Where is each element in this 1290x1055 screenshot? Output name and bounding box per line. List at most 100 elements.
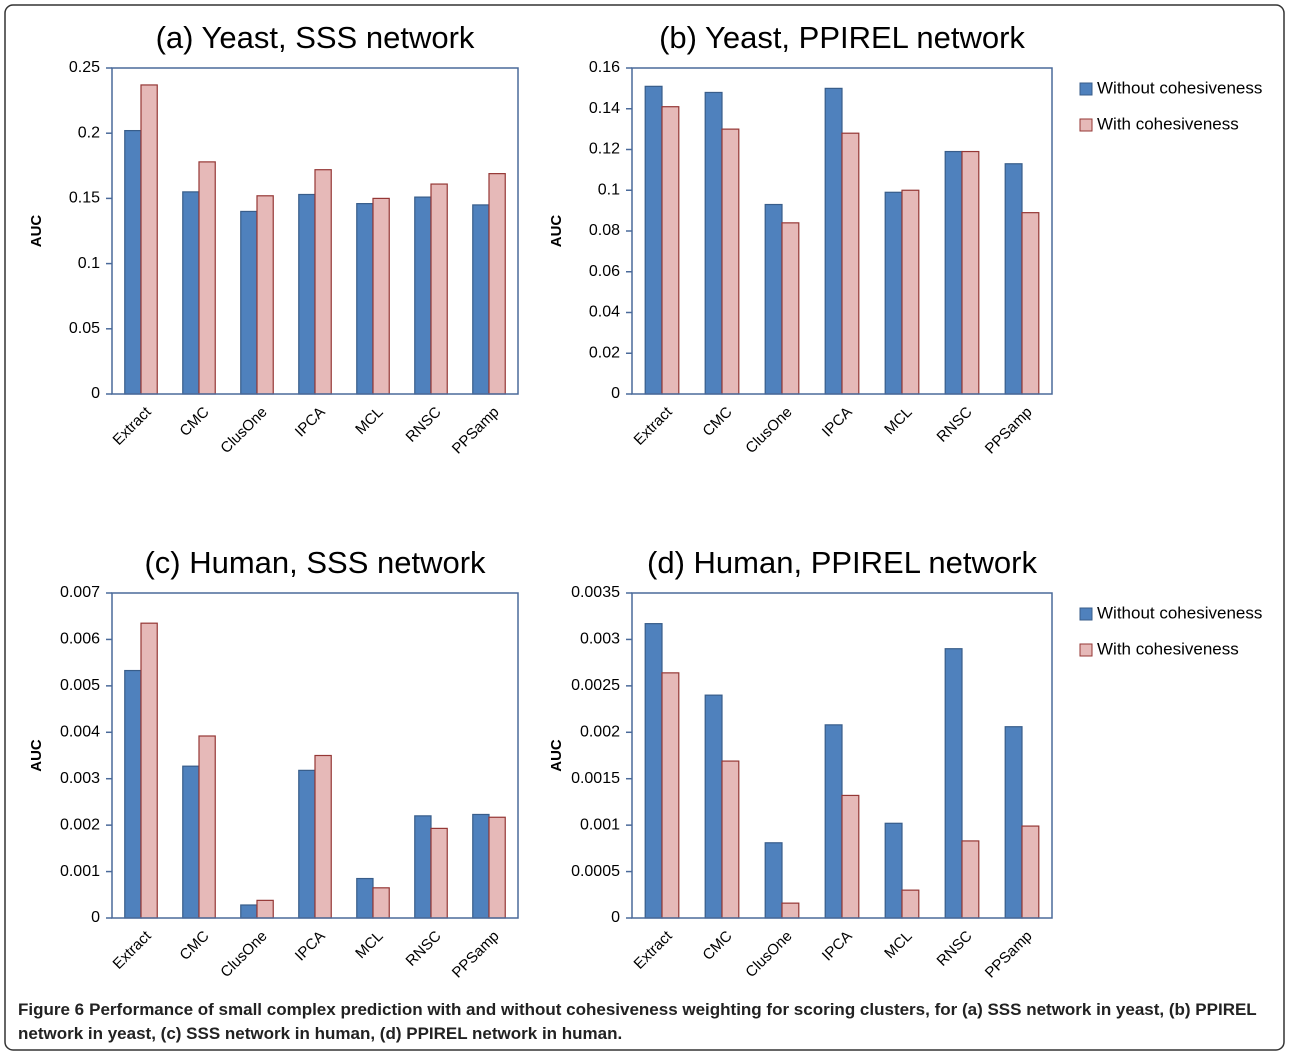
bar <box>314 754 332 919</box>
y-tick-label: 0.001 <box>580 816 620 833</box>
bar <box>721 128 740 395</box>
bar <box>1004 163 1023 395</box>
bar <box>721 760 740 919</box>
bar <box>240 210 258 395</box>
bar <box>661 672 680 919</box>
y-tick-label: 0.08 <box>589 222 620 239</box>
x-tick-label: RNSC <box>934 928 976 970</box>
x-tick-label: CMC <box>176 928 212 964</box>
bar <box>764 203 783 395</box>
caption-text: Performance of small complex prediction … <box>18 1000 1257 1043</box>
plot-frame <box>111 67 519 395</box>
caption: Figure 6 Performance of small complex pre… <box>18 998 1273 1046</box>
y-tick-label: 0 <box>91 385 100 402</box>
bar <box>182 191 200 395</box>
y-axis-label: AUC <box>548 215 565 248</box>
bar <box>1004 726 1023 919</box>
y-tick-label: 0.004 <box>60 724 100 741</box>
x-tick-label: CMC <box>699 928 735 964</box>
bar <box>944 150 963 395</box>
legend-swatch <box>1079 118 1093 132</box>
bar <box>764 842 783 919</box>
bar <box>901 189 920 395</box>
chart-title: (b) Yeast, PPIREL network <box>659 20 1025 55</box>
y-tick-label: 0.1 <box>598 181 620 198</box>
bar <box>661 106 680 395</box>
caption-label: Figure 6 <box>18 1000 85 1019</box>
bar <box>124 129 142 395</box>
bar <box>884 191 903 395</box>
bar <box>314 169 332 395</box>
bar <box>961 150 980 395</box>
y-tick-label: 0.2 <box>78 124 100 141</box>
legend-label: Without cohesiveness <box>1097 603 1262 622</box>
x-tick-label: IPCA <box>292 928 329 965</box>
y-axis-label: AUC <box>28 215 45 248</box>
x-tick-label: ClusOne <box>742 928 795 981</box>
y-axis-label: AUC <box>28 739 45 772</box>
x-tick-label: ClusOne <box>742 404 795 457</box>
x-tick-label: MCL <box>352 404 386 438</box>
bar <box>372 887 390 919</box>
y-tick-label: 0.14 <box>589 100 620 117</box>
bar <box>824 724 843 919</box>
bar <box>488 173 506 395</box>
bar <box>430 183 448 395</box>
bar <box>901 889 920 919</box>
y-tick-label: 0.003 <box>580 631 620 648</box>
x-tick-label: PPSamp <box>449 928 503 982</box>
chart-title: (d) Human, PPIREL network <box>647 545 1037 580</box>
bar <box>1021 212 1040 395</box>
bar <box>884 822 903 919</box>
x-tick-label: RNSC <box>403 928 445 970</box>
legend-swatch <box>1079 643 1093 657</box>
y-tick-label: 0.0025 <box>571 677 620 694</box>
bar <box>644 623 663 919</box>
bar <box>781 222 800 395</box>
bar <box>472 204 490 395</box>
bar <box>414 196 432 395</box>
bar <box>781 902 800 919</box>
bar <box>644 85 663 395</box>
x-tick-label: ClusOne <box>217 404 270 457</box>
chart-title: (c) Human, SSS network <box>144 545 486 580</box>
y-tick-label: 0.25 <box>69 59 100 76</box>
bar <box>124 669 142 919</box>
bar <box>356 877 374 919</box>
y-tick-label: 0 <box>611 909 620 926</box>
x-tick-label: ClusOne <box>217 928 270 981</box>
bar <box>430 827 448 919</box>
plot-frame <box>111 592 519 919</box>
bar <box>704 694 723 919</box>
x-tick-label: Extract <box>110 403 156 449</box>
y-tick-label: 0 <box>611 385 620 402</box>
y-tick-label: 0.007 <box>60 584 100 601</box>
x-tick-label: IPCA <box>292 404 329 441</box>
x-tick-label: RNSC <box>403 404 445 446</box>
y-axis-label: AUC <box>548 739 565 772</box>
legend-label: With cohesiveness <box>1097 639 1239 658</box>
y-tick-label: 0.0005 <box>571 863 620 880</box>
plot-frame <box>631 67 1053 395</box>
y-tick-label: 0.15 <box>69 190 100 207</box>
x-tick-label: MCL <box>881 928 915 962</box>
bar <box>298 193 316 395</box>
y-tick-label: 0.001 <box>60 863 100 880</box>
y-tick-label: 0.005 <box>60 677 100 694</box>
bar <box>1021 825 1040 919</box>
x-tick-label: RNSC <box>934 404 976 446</box>
bar <box>841 132 860 395</box>
legend-label: Without cohesiveness <box>1097 78 1262 97</box>
y-tick-label: 0.002 <box>580 724 620 741</box>
bar <box>240 904 258 919</box>
bar <box>704 91 723 395</box>
y-tick-label: 0.05 <box>69 320 100 337</box>
legend-swatch <box>1079 607 1093 621</box>
bar <box>472 813 490 919</box>
y-tick-label: 0.06 <box>589 263 620 280</box>
y-tick-label: 0.003 <box>60 770 100 787</box>
bar <box>356 203 374 395</box>
x-tick-label: MCL <box>352 928 386 962</box>
